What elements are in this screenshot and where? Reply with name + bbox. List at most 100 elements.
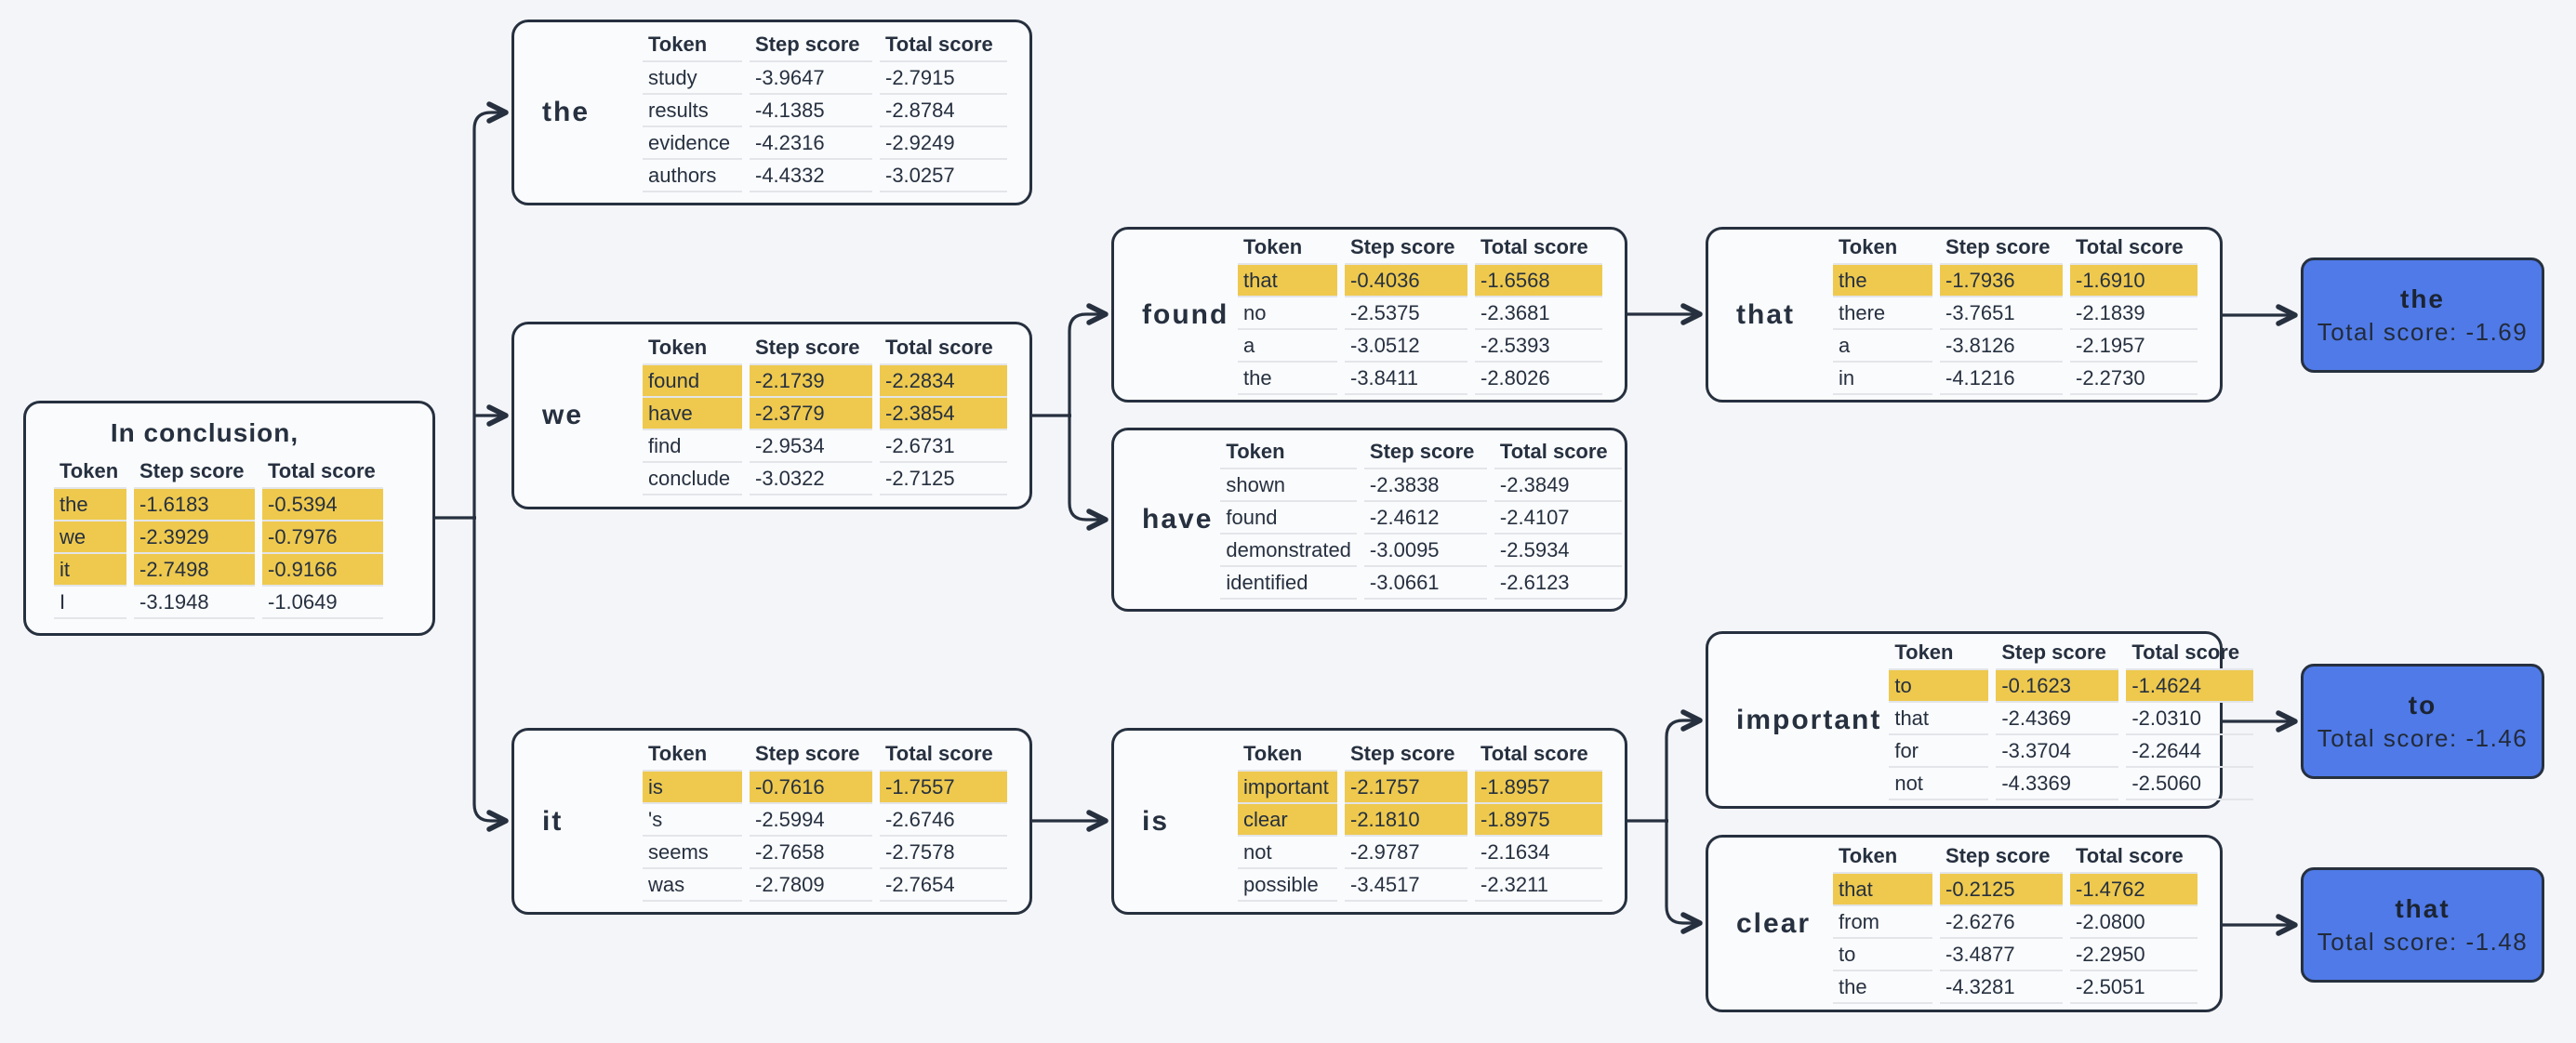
candidate-row: there -3.7651 -2.1839: [1833, 297, 2198, 330]
candidate-row: results -4.1385 -2.8784: [643, 95, 1007, 127]
total-score-cell: -1.4762: [2070, 873, 2198, 906]
total-score-cell: -1.6568: [1475, 264, 1602, 297]
step-score-cell: -4.4332: [750, 160, 872, 192]
node-found[interactable]: found Token Step score Total score that -…: [1111, 227, 1627, 403]
result-node-to[interactable]: to Total score: -1.46: [2301, 664, 2544, 779]
node-label: clear: [1736, 907, 1812, 939]
token-cell: to: [1833, 939, 1932, 971]
col-header-total-score: Total score: [262, 459, 383, 489]
token-cell: results: [643, 95, 742, 127]
step-score-cell: -3.0661: [1363, 567, 1487, 600]
col-header-step-score: Step score: [1940, 844, 2063, 874]
step-score-cell: -3.8126: [1940, 330, 2063, 363]
candidate-row: a -3.0512 -2.5393: [1238, 330, 1602, 363]
candidate-row: I -3.1948 -1.0649: [54, 587, 383, 619]
col-header-step-score: Step score: [134, 459, 255, 489]
token-cell: identified: [1220, 567, 1357, 600]
col-header-token: Token: [54, 459, 126, 489]
total-score-cell: -2.7578: [880, 837, 1007, 869]
token-cell: it: [54, 554, 126, 587]
token-cell: in: [1833, 363, 1932, 395]
total-score-cell: -2.3211: [1475, 869, 1602, 902]
candidate-table: Token Step score Total score shown -2.383…: [1213, 440, 1629, 600]
token-cell: no: [1238, 297, 1337, 330]
step-score-cell: -2.1810: [1345, 803, 1467, 837]
connector-is-to-clear: [1665, 819, 1703, 934]
col-header-token: Token: [643, 33, 742, 62]
candidate-table: Token Step score Total score found -2.173…: [635, 336, 1015, 495]
total-score-cell: -2.2644: [2126, 735, 2254, 768]
step-score-cell: -2.3838: [1363, 469, 1487, 502]
total-score-cell: -1.0649: [262, 587, 383, 619]
total-score-cell: -2.1634: [1475, 837, 1602, 869]
token-cell: important: [1238, 771, 1337, 804]
total-score-cell: -2.2950: [2070, 939, 2198, 971]
token-cell: that: [1889, 703, 1989, 735]
col-header-token: Token: [1833, 844, 1932, 874]
col-header-total-score: Total score: [2070, 235, 2198, 265]
node-root[interactable]: In conclusion, Token Step score Total sc…: [23, 401, 435, 636]
step-score-cell: -3.4877: [1940, 939, 2063, 971]
total-score-cell: -2.5060: [2126, 768, 2254, 800]
result-node-the[interactable]: the Total score: -1.69: [2301, 257, 2544, 373]
col-header-token: Token: [1238, 235, 1337, 265]
total-score-cell: -2.5051: [2070, 971, 2198, 1004]
step-score-cell: -0.7616: [750, 771, 872, 804]
token-cell: I: [54, 587, 126, 619]
token-cell: demonstrated: [1220, 535, 1357, 567]
candidate-table: Token Step score Total score important -2…: [1230, 742, 1610, 902]
token-cell: conclude: [643, 463, 742, 495]
node-the[interactable]: the Token Step score Total score study -3…: [511, 20, 1032, 205]
step-score-cell: -4.2316: [750, 127, 872, 160]
step-score-cell: -2.1739: [750, 365, 872, 398]
node-have[interactable]: have Token Step score Total score shown -…: [1111, 428, 1627, 612]
total-score-cell: -2.5934: [1494, 535, 1622, 567]
token-cell: is: [643, 771, 742, 804]
col-header-token: Token: [1220, 440, 1357, 469]
connector-is-to-important: [1665, 709, 1703, 823]
step-score-cell: -2.9534: [750, 430, 872, 463]
candidate-row: authors -4.4332 -3.0257: [643, 160, 1007, 192]
candidate-row: conclude -3.0322 -2.7125: [643, 463, 1007, 495]
step-score-cell: -2.6276: [1940, 906, 2063, 939]
node-is[interactable]: is Token Step score Total score importan…: [1111, 728, 1627, 915]
token-cell: possible: [1238, 869, 1337, 902]
col-header-step-score: Step score: [1345, 235, 1467, 265]
total-score-cell: -2.5393: [1475, 330, 1602, 363]
result-node-that[interactable]: that Total score: -1.48: [2301, 867, 2544, 983]
candidate-row: from -2.6276 -2.0800: [1833, 906, 2198, 939]
candidate-row: 's -2.5994 -2.6746: [643, 804, 1007, 837]
token-cell: evidence: [643, 127, 742, 160]
candidate-row-selected: we -2.3929 -0.7976: [54, 522, 383, 554]
candidate-row: a -3.8126 -2.1957: [1833, 330, 2198, 363]
total-score-cell: -1.8975: [1475, 803, 1602, 837]
step-score-cell: -0.2125: [1940, 873, 2063, 906]
candidate-row: evidence -4.2316 -2.9249: [643, 127, 1007, 160]
token-cell: for: [1889, 735, 1989, 768]
step-score-cell: -3.0095: [1363, 535, 1487, 567]
node-that[interactable]: that Token Step score Total score the -1.…: [1706, 227, 2223, 403]
candidate-row-selected: have -2.3779 -2.3854: [643, 398, 1007, 430]
total-score-cell: -2.6746: [880, 804, 1007, 837]
node-label: is: [1142, 805, 1170, 837]
step-score-cell: -2.9787: [1345, 837, 1467, 869]
col-header-token: Token: [1238, 742, 1337, 772]
node-label: have: [1142, 504, 1214, 535]
candidate-table: Token Step score Total score is -0.7616 -1…: [635, 742, 1015, 902]
token-cell: from: [1833, 906, 1932, 939]
token-cell: a: [1238, 330, 1337, 363]
col-header-total-score: Total score: [2126, 640, 2254, 670]
node-we[interactable]: we Token Step score Total score found -2.…: [511, 322, 1032, 509]
node-important[interactable]: important Token Step score Total score t…: [1706, 631, 2254, 809]
node-clear[interactable]: clear Token Step score Total score that -…: [1706, 835, 2223, 1012]
token-cell: study: [643, 62, 742, 95]
step-score-cell: -2.1757: [1345, 771, 1467, 804]
candidate-row: possible -3.4517 -2.3211: [1238, 869, 1602, 902]
candidate-row: identified -3.0661 -2.6123: [1220, 567, 1622, 600]
step-score-cell: -4.3281: [1940, 971, 2063, 1004]
token-cell: a: [1833, 330, 1932, 363]
node-it[interactable]: it Token Step score Total score is -0.761…: [511, 728, 1032, 915]
step-score-cell: -3.0512: [1345, 330, 1467, 363]
candidate-row: study -3.9647 -2.7915: [643, 62, 1007, 95]
